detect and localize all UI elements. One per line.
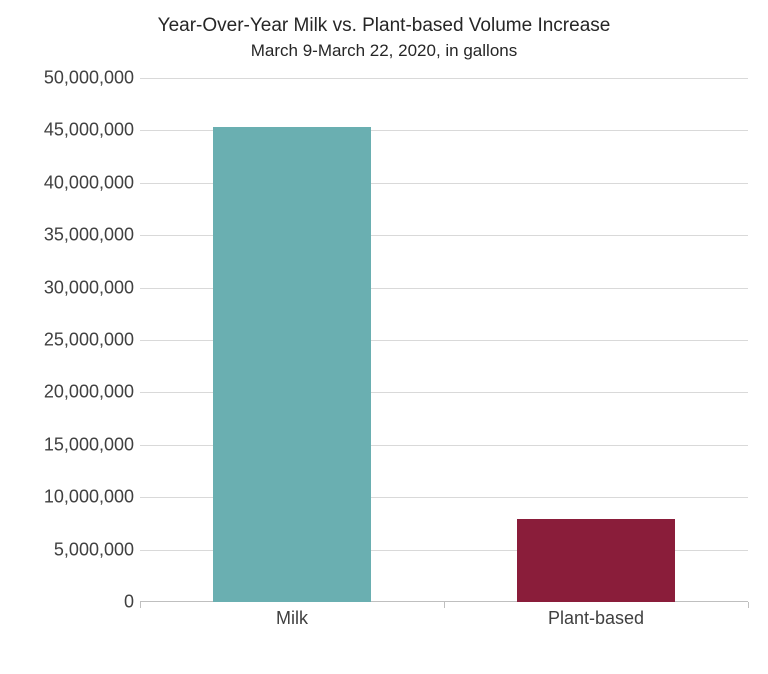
y-tick-label: 50,000,000 — [4, 68, 134, 89]
x-tick-mark — [444, 602, 445, 608]
y-tick-label: 20,000,000 — [4, 382, 134, 403]
chart-title: Year-Over-Year Milk vs. Plant-based Volu… — [0, 14, 768, 62]
y-tick-label: 0 — [4, 592, 134, 613]
bar — [213, 127, 371, 602]
y-tick-label: 30,000,000 — [4, 277, 134, 298]
plot-area — [140, 78, 748, 602]
chart-title-line1: Year-Over-Year Milk vs. Plant-based Volu… — [0, 14, 768, 39]
chart-container: Year-Over-Year Milk vs. Plant-based Volu… — [0, 0, 768, 674]
x-tick-label: Plant-based — [548, 608, 644, 629]
y-tick-label: 15,000,000 — [4, 434, 134, 455]
y-tick-label: 35,000,000 — [4, 225, 134, 246]
y-tick-label: 45,000,000 — [4, 120, 134, 141]
x-tick-mark — [140, 602, 141, 608]
y-tick-label: 10,000,000 — [4, 487, 134, 508]
x-tick-label: Milk — [276, 608, 308, 629]
y-tick-label: 40,000,000 — [4, 172, 134, 193]
y-tick-label: 5,000,000 — [4, 539, 134, 560]
chart-title-line2: March 9-March 22, 2020, in gallons — [0, 39, 768, 63]
y-tick-label: 25,000,000 — [4, 330, 134, 351]
gridline — [140, 78, 748, 79]
bar — [517, 519, 675, 602]
x-tick-mark — [748, 602, 749, 608]
